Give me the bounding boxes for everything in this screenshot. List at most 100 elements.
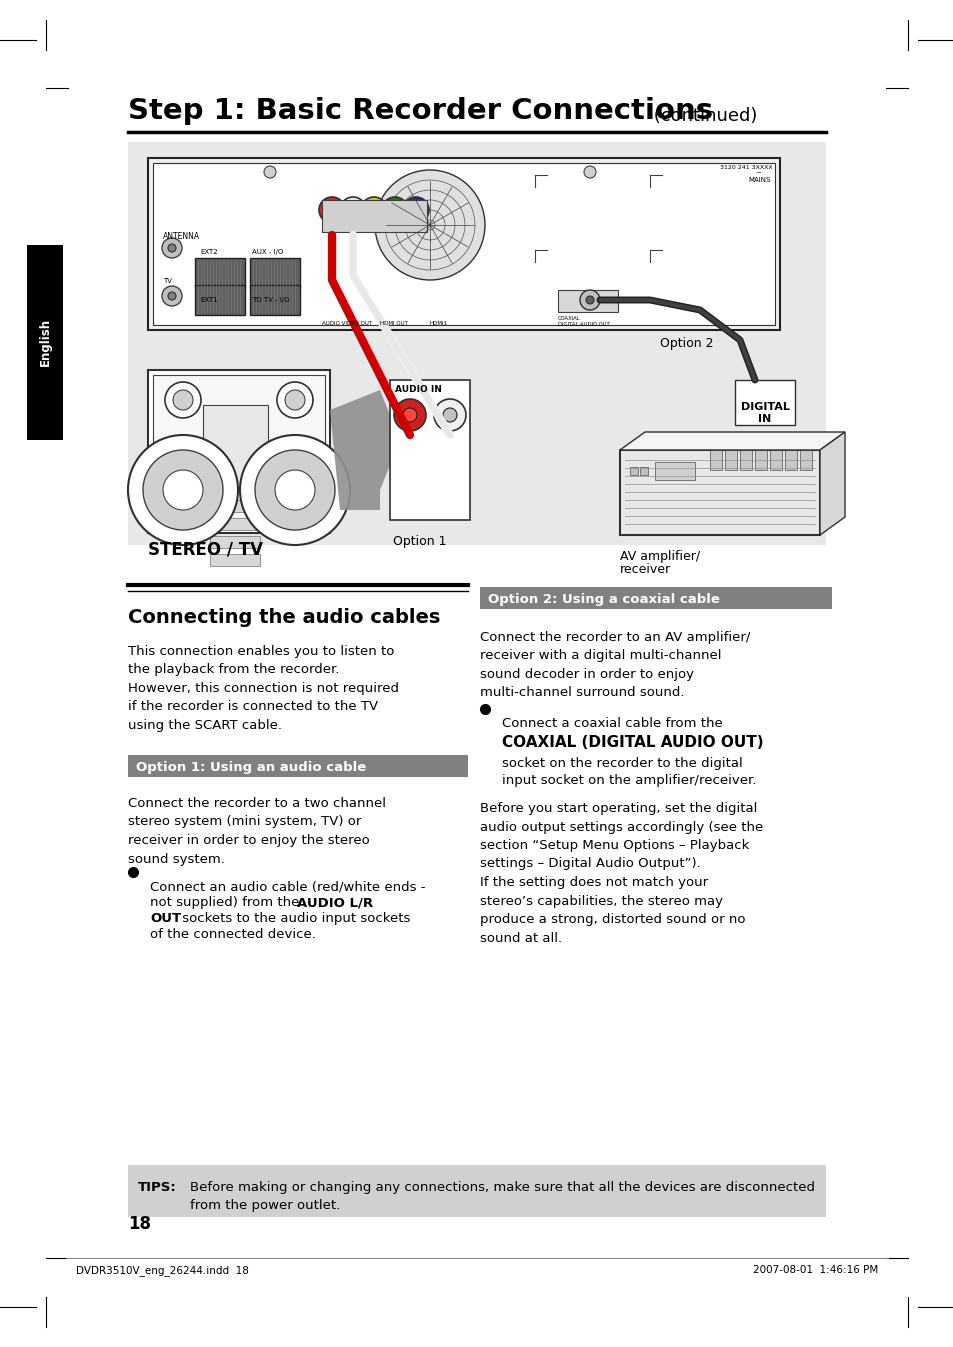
Text: TV: TV	[163, 277, 172, 284]
FancyBboxPatch shape	[148, 370, 330, 533]
Circle shape	[442, 408, 456, 422]
Circle shape	[585, 296, 594, 304]
Text: DIGITAL
IN: DIGITAL IN	[740, 401, 789, 424]
Text: 2007-08-01  1:46:16 PM: 2007-08-01 1:46:16 PM	[752, 1265, 877, 1276]
FancyBboxPatch shape	[479, 587, 831, 609]
FancyBboxPatch shape	[800, 450, 811, 470]
FancyBboxPatch shape	[784, 450, 796, 470]
FancyBboxPatch shape	[639, 467, 647, 475]
Polygon shape	[820, 432, 844, 535]
FancyBboxPatch shape	[194, 286, 245, 315]
FancyBboxPatch shape	[152, 163, 774, 325]
Circle shape	[381, 197, 408, 224]
Text: English: English	[38, 318, 51, 366]
Circle shape	[264, 166, 275, 178]
Circle shape	[327, 205, 336, 216]
FancyBboxPatch shape	[210, 536, 260, 548]
FancyBboxPatch shape	[250, 259, 299, 288]
Text: ANTENNA: ANTENNA	[163, 232, 200, 241]
Circle shape	[168, 244, 175, 252]
Text: Connect the recorder to an AV amplifier/
receiver with a digital multi-channel
s: Connect the recorder to an AV amplifier/…	[479, 630, 750, 699]
FancyBboxPatch shape	[734, 380, 794, 426]
Text: HDMI OUT: HDMI OUT	[379, 321, 408, 326]
FancyBboxPatch shape	[148, 158, 780, 330]
Text: receiver: receiver	[619, 563, 670, 577]
Circle shape	[394, 399, 426, 431]
Text: Option 1: Using an audio cable: Option 1: Using an audio cable	[136, 761, 366, 773]
FancyBboxPatch shape	[194, 259, 245, 288]
FancyBboxPatch shape	[128, 756, 468, 777]
Text: 18: 18	[128, 1215, 151, 1233]
Text: not supplied) from the: not supplied) from the	[150, 896, 303, 909]
Text: TO TV - I/O: TO TV - I/O	[252, 296, 290, 303]
FancyBboxPatch shape	[655, 462, 695, 480]
Circle shape	[402, 408, 416, 422]
Text: EXT2: EXT2	[200, 249, 217, 255]
Text: AUX - I/O: AUX - I/O	[252, 249, 283, 255]
Circle shape	[434, 399, 465, 431]
Circle shape	[745, 381, 763, 399]
FancyBboxPatch shape	[210, 554, 260, 566]
Text: from the power outlet.: from the power outlet.	[190, 1199, 340, 1212]
Text: 3120 241 3XXXX: 3120 241 3XXXX	[720, 164, 772, 170]
FancyBboxPatch shape	[629, 467, 638, 475]
Text: AUDIO IN: AUDIO IN	[395, 385, 441, 395]
Circle shape	[168, 292, 175, 300]
Text: ~ 
MAINS: ~ MAINS	[748, 170, 770, 183]
Text: Option 2: Using a coaxial cable: Option 2: Using a coaxial cable	[488, 593, 720, 606]
Text: Before making or changing any connections, make sure that all the devices are di: Before making or changing any connection…	[190, 1181, 814, 1193]
Text: Option 1: Option 1	[393, 535, 446, 548]
Text: Step 1: Basic Recorder Connections: Step 1: Basic Recorder Connections	[128, 97, 713, 125]
Text: Option 2: Option 2	[659, 337, 713, 350]
Circle shape	[143, 450, 223, 529]
Circle shape	[162, 238, 182, 259]
FancyBboxPatch shape	[709, 450, 721, 470]
Text: OUT: OUT	[150, 912, 181, 925]
Text: EXT1: EXT1	[200, 296, 217, 303]
Text: sockets to the audio input sockets: sockets to the audio input sockets	[178, 912, 410, 925]
FancyBboxPatch shape	[250, 286, 299, 315]
FancyBboxPatch shape	[152, 374, 325, 528]
Circle shape	[274, 470, 314, 511]
Text: AV amplifier/: AV amplifier/	[619, 550, 700, 563]
Circle shape	[369, 205, 378, 216]
Circle shape	[128, 435, 237, 546]
Text: HDMI1: HDMI1	[430, 321, 448, 326]
Circle shape	[411, 205, 420, 216]
Text: Connecting the audio cables: Connecting the audio cables	[128, 607, 440, 626]
Text: socket on the recorder to the digital: socket on the recorder to the digital	[501, 757, 742, 770]
FancyBboxPatch shape	[210, 519, 260, 529]
Circle shape	[240, 435, 350, 546]
Text: (continued): (continued)	[647, 106, 757, 125]
Text: COAXIAL (DIGITAL AUDIO OUT): COAXIAL (DIGITAL AUDIO OUT)	[501, 735, 762, 750]
Text: AUDIO VIDEO OUT: AUDIO VIDEO OUT	[322, 321, 372, 326]
Text: input socket on the amplifier/receiver.: input socket on the amplifier/receiver.	[501, 775, 756, 787]
FancyBboxPatch shape	[27, 245, 63, 440]
FancyBboxPatch shape	[203, 405, 268, 490]
Circle shape	[583, 166, 596, 178]
FancyBboxPatch shape	[724, 450, 737, 470]
FancyBboxPatch shape	[740, 450, 751, 470]
FancyBboxPatch shape	[558, 290, 618, 313]
FancyBboxPatch shape	[210, 500, 260, 512]
Circle shape	[165, 383, 201, 418]
Circle shape	[318, 197, 345, 224]
Circle shape	[348, 205, 357, 216]
Text: AUDIO L/R: AUDIO L/R	[296, 896, 373, 909]
Polygon shape	[619, 432, 844, 450]
Text: DVDR3510V_eng_26244.indd  18: DVDR3510V_eng_26244.indd 18	[76, 1265, 249, 1276]
Circle shape	[579, 290, 599, 310]
FancyBboxPatch shape	[128, 1165, 825, 1216]
FancyBboxPatch shape	[769, 450, 781, 470]
Text: Connect an audio cable (red/white ends -: Connect an audio cable (red/white ends -	[150, 880, 425, 893]
Circle shape	[276, 383, 313, 418]
FancyBboxPatch shape	[619, 450, 820, 535]
Text: This connection enables you to listen to
the playback from the recorder.
However: This connection enables you to listen to…	[128, 645, 398, 731]
Text: Connect a coaxial cable from the: Connect a coaxial cable from the	[501, 717, 722, 730]
FancyBboxPatch shape	[128, 141, 825, 546]
FancyBboxPatch shape	[390, 380, 470, 520]
Circle shape	[162, 286, 182, 306]
Circle shape	[375, 170, 484, 280]
Text: Before you start operating, set the digital
audio output settings accordingly (s: Before you start operating, set the digi…	[479, 801, 762, 944]
Text: STEREO / TV: STEREO / TV	[148, 541, 263, 559]
